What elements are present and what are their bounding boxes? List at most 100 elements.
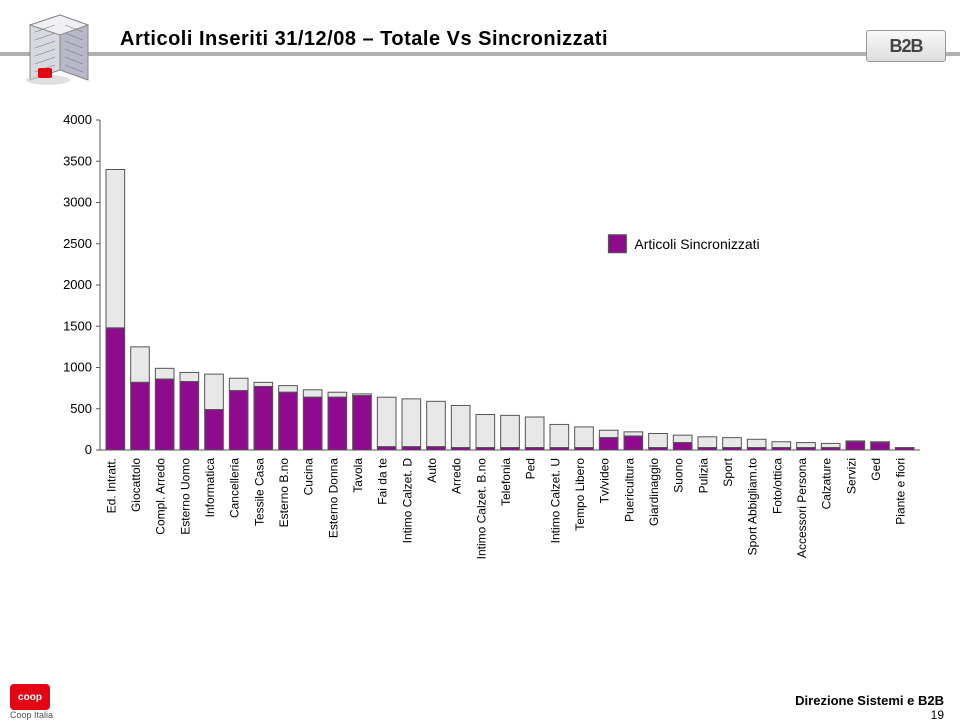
x-axis-label: Intimo Calzet. D — [400, 458, 414, 544]
x-axis-label: Esterno Uomo — [178, 458, 192, 535]
bar-segment-rest — [229, 378, 248, 390]
bar-segment-rest — [698, 437, 717, 448]
x-axis-label: Tessile Casa — [252, 458, 266, 526]
x-axis-label: Cucina — [302, 458, 316, 496]
x-axis-label: Sport — [721, 457, 735, 486]
svg-text:3000: 3000 — [63, 195, 92, 210]
bar-segment-sincronizzati — [106, 328, 125, 450]
bar-segment-sincronizzati — [353, 396, 372, 450]
bar-segment-sincronizzati — [427, 447, 446, 450]
x-axis-label: Esterno Donna — [326, 458, 340, 538]
bar-segment-rest — [106, 170, 125, 328]
bar-segment-rest — [303, 390, 322, 397]
bar-segment-sincronizzati — [624, 436, 643, 450]
bar-segment-sincronizzati — [772, 448, 791, 450]
bar-segment-rest — [550, 424, 569, 447]
bar-segment-rest — [155, 368, 174, 379]
bar-segment-sincronizzati — [180, 382, 199, 450]
bar-segment-sincronizzati — [895, 448, 914, 450]
x-axis-label: Tavola — [351, 458, 365, 493]
bar-segment-rest — [673, 435, 692, 442]
bar-segment-sincronizzati — [575, 448, 594, 450]
x-axis-label: Suono — [672, 458, 686, 493]
bar-segment-rest — [649, 434, 668, 448]
svg-text:1500: 1500 — [63, 318, 92, 333]
x-axis-label: Giocattolo — [129, 458, 143, 512]
x-axis-label: Tv/video — [598, 458, 612, 504]
x-axis-label: Cancelleria — [228, 458, 242, 518]
bar-segment-rest — [599, 430, 618, 437]
bar-segment-rest — [747, 439, 766, 447]
x-axis-label: Arredo — [450, 458, 464, 494]
bar-segment-sincronizzati — [476, 448, 495, 450]
bar-segment-sincronizzati — [254, 386, 273, 450]
bar-segment-sincronizzati — [131, 382, 150, 450]
bar-segment-sincronizzati — [303, 397, 322, 450]
x-axis-label: Tempo Libero — [573, 458, 587, 531]
coop-logo-icon: coop — [10, 684, 50, 710]
legend-swatch — [608, 235, 626, 253]
x-axis-label: Esterno B.no — [277, 458, 291, 528]
bar-segment-sincronizzati — [723, 448, 742, 450]
bar-segment-sincronizzati — [550, 448, 569, 450]
bar-segment-sincronizzati — [747, 448, 766, 450]
bar-segment-rest — [402, 399, 421, 447]
x-axis-label: Informatica — [203, 458, 217, 518]
bar-segment-sincronizzati — [279, 392, 298, 450]
header-divider — [0, 52, 960, 56]
bar-segment-sincronizzati — [402, 447, 421, 450]
page-title: Articoli Inseriti 31/12/08 – Totale Vs S… — [120, 28, 608, 51]
bar-segment-sincronizzati — [871, 443, 890, 450]
bar-segment-rest — [772, 442, 791, 448]
x-axis-label: Fai da te — [376, 458, 390, 505]
x-axis-label: Auto — [425, 458, 439, 483]
svg-text:1000: 1000 — [63, 360, 92, 375]
bar-segment-sincronizzati — [451, 448, 470, 450]
bar-segment-rest — [427, 401, 446, 446]
x-axis-label: Accessori Persona — [795, 458, 809, 558]
x-axis-label: Pulizia — [696, 458, 710, 494]
x-axis-label: Servizi — [844, 458, 858, 494]
x-axis-label: Piante e fiori — [894, 458, 908, 525]
svg-text:3500: 3500 — [63, 153, 92, 168]
coop-subtext: Coop Italia — [10, 710, 53, 720]
x-axis-label: Intimo Calzet. U — [548, 458, 562, 543]
bar-segment-rest — [205, 374, 224, 409]
bar-segment-rest — [180, 372, 199, 381]
legend-label: Articoli Sincronizzati — [634, 236, 759, 252]
bar-segment-rest — [575, 427, 594, 448]
bar-segment-rest — [328, 392, 347, 397]
svg-text:0: 0 — [85, 442, 92, 457]
x-axis-label: Foto/ottica — [770, 458, 784, 514]
svg-text:500: 500 — [70, 401, 92, 416]
bar-segment-sincronizzati — [328, 397, 347, 450]
footer-right-label: Direzione Sistemi e B2B — [795, 693, 944, 708]
x-axis-label: Intimo Calzet. B.no — [474, 458, 488, 560]
bar-segment-rest — [279, 386, 298, 393]
bar-segment-sincronizzati — [846, 442, 865, 450]
bar-segment-sincronizzati — [599, 438, 618, 450]
bar-segment-rest — [377, 397, 396, 447]
bar-segment-sincronizzati — [205, 410, 224, 450]
bar-segment-rest — [131, 347, 150, 382]
x-axis-label: Compl. Arredo — [154, 458, 168, 535]
x-axis-label: Calzature — [820, 458, 834, 510]
bar-segment-sincronizzati — [797, 448, 816, 450]
x-axis-label: Ged — [869, 458, 883, 481]
bar-segment-sincronizzati — [377, 447, 396, 450]
page: Articoli Inseriti 31/12/08 – Totale Vs S… — [0, 0, 960, 724]
bar-segment-sincronizzati — [525, 448, 544, 450]
x-axis-label: Ped — [524, 458, 538, 479]
bar-segment-sincronizzati — [501, 448, 520, 450]
x-axis-label: Sport Abbigliam.to — [746, 458, 760, 556]
bar-segment-sincronizzati — [155, 379, 174, 450]
bar-segment-rest — [501, 415, 520, 447]
x-axis-label: Telefonia — [499, 458, 513, 506]
footer: coop Coop Italia Direzione Sistemi e B2B… — [0, 684, 960, 714]
chart-area: 05001000150020002500300035004000Ed. Intr… — [50, 110, 930, 650]
svg-text:4000: 4000 — [63, 112, 92, 127]
bar-segment-sincronizzati — [649, 448, 668, 450]
bar-segment-sincronizzati — [821, 448, 840, 450]
page-number: 19 — [931, 708, 944, 722]
bar-segment-rest — [451, 405, 470, 447]
